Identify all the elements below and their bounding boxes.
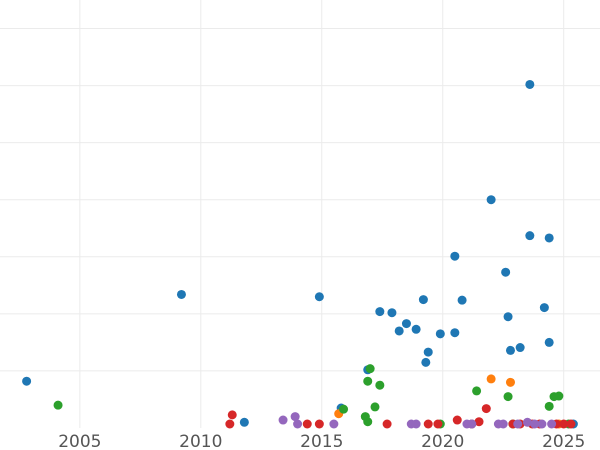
data-point bbox=[365, 364, 375, 374]
data-point bbox=[411, 419, 421, 429]
data-point bbox=[544, 233, 554, 243]
x-axis-tick-labels: 2005 2010 2015 2020 2025 bbox=[58, 432, 585, 450]
data-point bbox=[225, 419, 235, 429]
data-point bbox=[554, 391, 564, 401]
data-point bbox=[450, 251, 460, 261]
data-point bbox=[559, 419, 569, 429]
data-point bbox=[302, 419, 312, 429]
vertical-gridlines bbox=[79, 0, 565, 428]
data-point bbox=[401, 319, 411, 329]
data-point bbox=[544, 401, 554, 411]
x-tick-label: 2020 bbox=[421, 432, 464, 450]
data-point bbox=[227, 410, 237, 420]
x-tick-label: 2005 bbox=[58, 432, 101, 450]
data-point bbox=[387, 308, 397, 318]
data-point bbox=[363, 376, 373, 386]
data-point bbox=[375, 380, 385, 390]
data-point bbox=[411, 324, 421, 334]
data-point bbox=[375, 307, 385, 317]
data-point bbox=[314, 292, 324, 302]
x-tick-label: 2025 bbox=[542, 432, 585, 450]
data-point bbox=[525, 79, 535, 89]
data-point bbox=[339, 404, 349, 414]
data-point bbox=[505, 377, 515, 387]
data-point bbox=[537, 419, 547, 429]
data-point bbox=[547, 419, 557, 429]
data-point bbox=[486, 374, 496, 384]
data-point bbox=[176, 289, 186, 299]
data-point bbox=[522, 417, 532, 427]
data-point bbox=[421, 357, 431, 367]
data-point bbox=[539, 303, 549, 313]
data-points bbox=[22, 79, 578, 429]
data-point bbox=[530, 419, 540, 429]
data-point bbox=[278, 415, 288, 425]
data-point bbox=[423, 419, 433, 429]
data-point bbox=[370, 402, 380, 412]
horizontal-gridlines bbox=[0, 28, 600, 372]
data-point bbox=[418, 295, 428, 305]
data-point bbox=[314, 419, 324, 429]
data-point bbox=[433, 419, 443, 429]
data-point bbox=[53, 400, 63, 410]
data-point bbox=[467, 419, 477, 429]
data-point bbox=[525, 231, 535, 241]
data-point bbox=[544, 337, 554, 347]
x-tick-label: 2015 bbox=[300, 432, 343, 450]
data-point bbox=[423, 347, 433, 357]
data-point bbox=[457, 295, 467, 305]
data-point bbox=[474, 417, 484, 427]
data-point bbox=[503, 392, 513, 402]
data-point bbox=[22, 376, 32, 386]
data-point bbox=[329, 419, 339, 429]
data-point bbox=[363, 417, 373, 427]
data-point bbox=[450, 328, 460, 338]
x-tick-label: 2010 bbox=[179, 432, 222, 450]
data-point bbox=[515, 343, 525, 353]
data-point bbox=[513, 419, 523, 429]
data-point bbox=[394, 326, 404, 336]
data-point bbox=[290, 412, 300, 422]
data-point bbox=[486, 195, 496, 205]
data-point bbox=[382, 419, 392, 429]
data-point bbox=[501, 267, 511, 277]
data-point bbox=[239, 417, 249, 427]
data-point bbox=[503, 312, 513, 322]
data-point bbox=[566, 419, 576, 429]
data-point bbox=[435, 329, 445, 339]
data-point bbox=[472, 386, 482, 396]
data-point bbox=[505, 345, 515, 355]
data-point bbox=[452, 415, 462, 425]
data-point bbox=[481, 404, 491, 414]
data-point bbox=[293, 419, 303, 429]
data-point bbox=[498, 419, 508, 429]
